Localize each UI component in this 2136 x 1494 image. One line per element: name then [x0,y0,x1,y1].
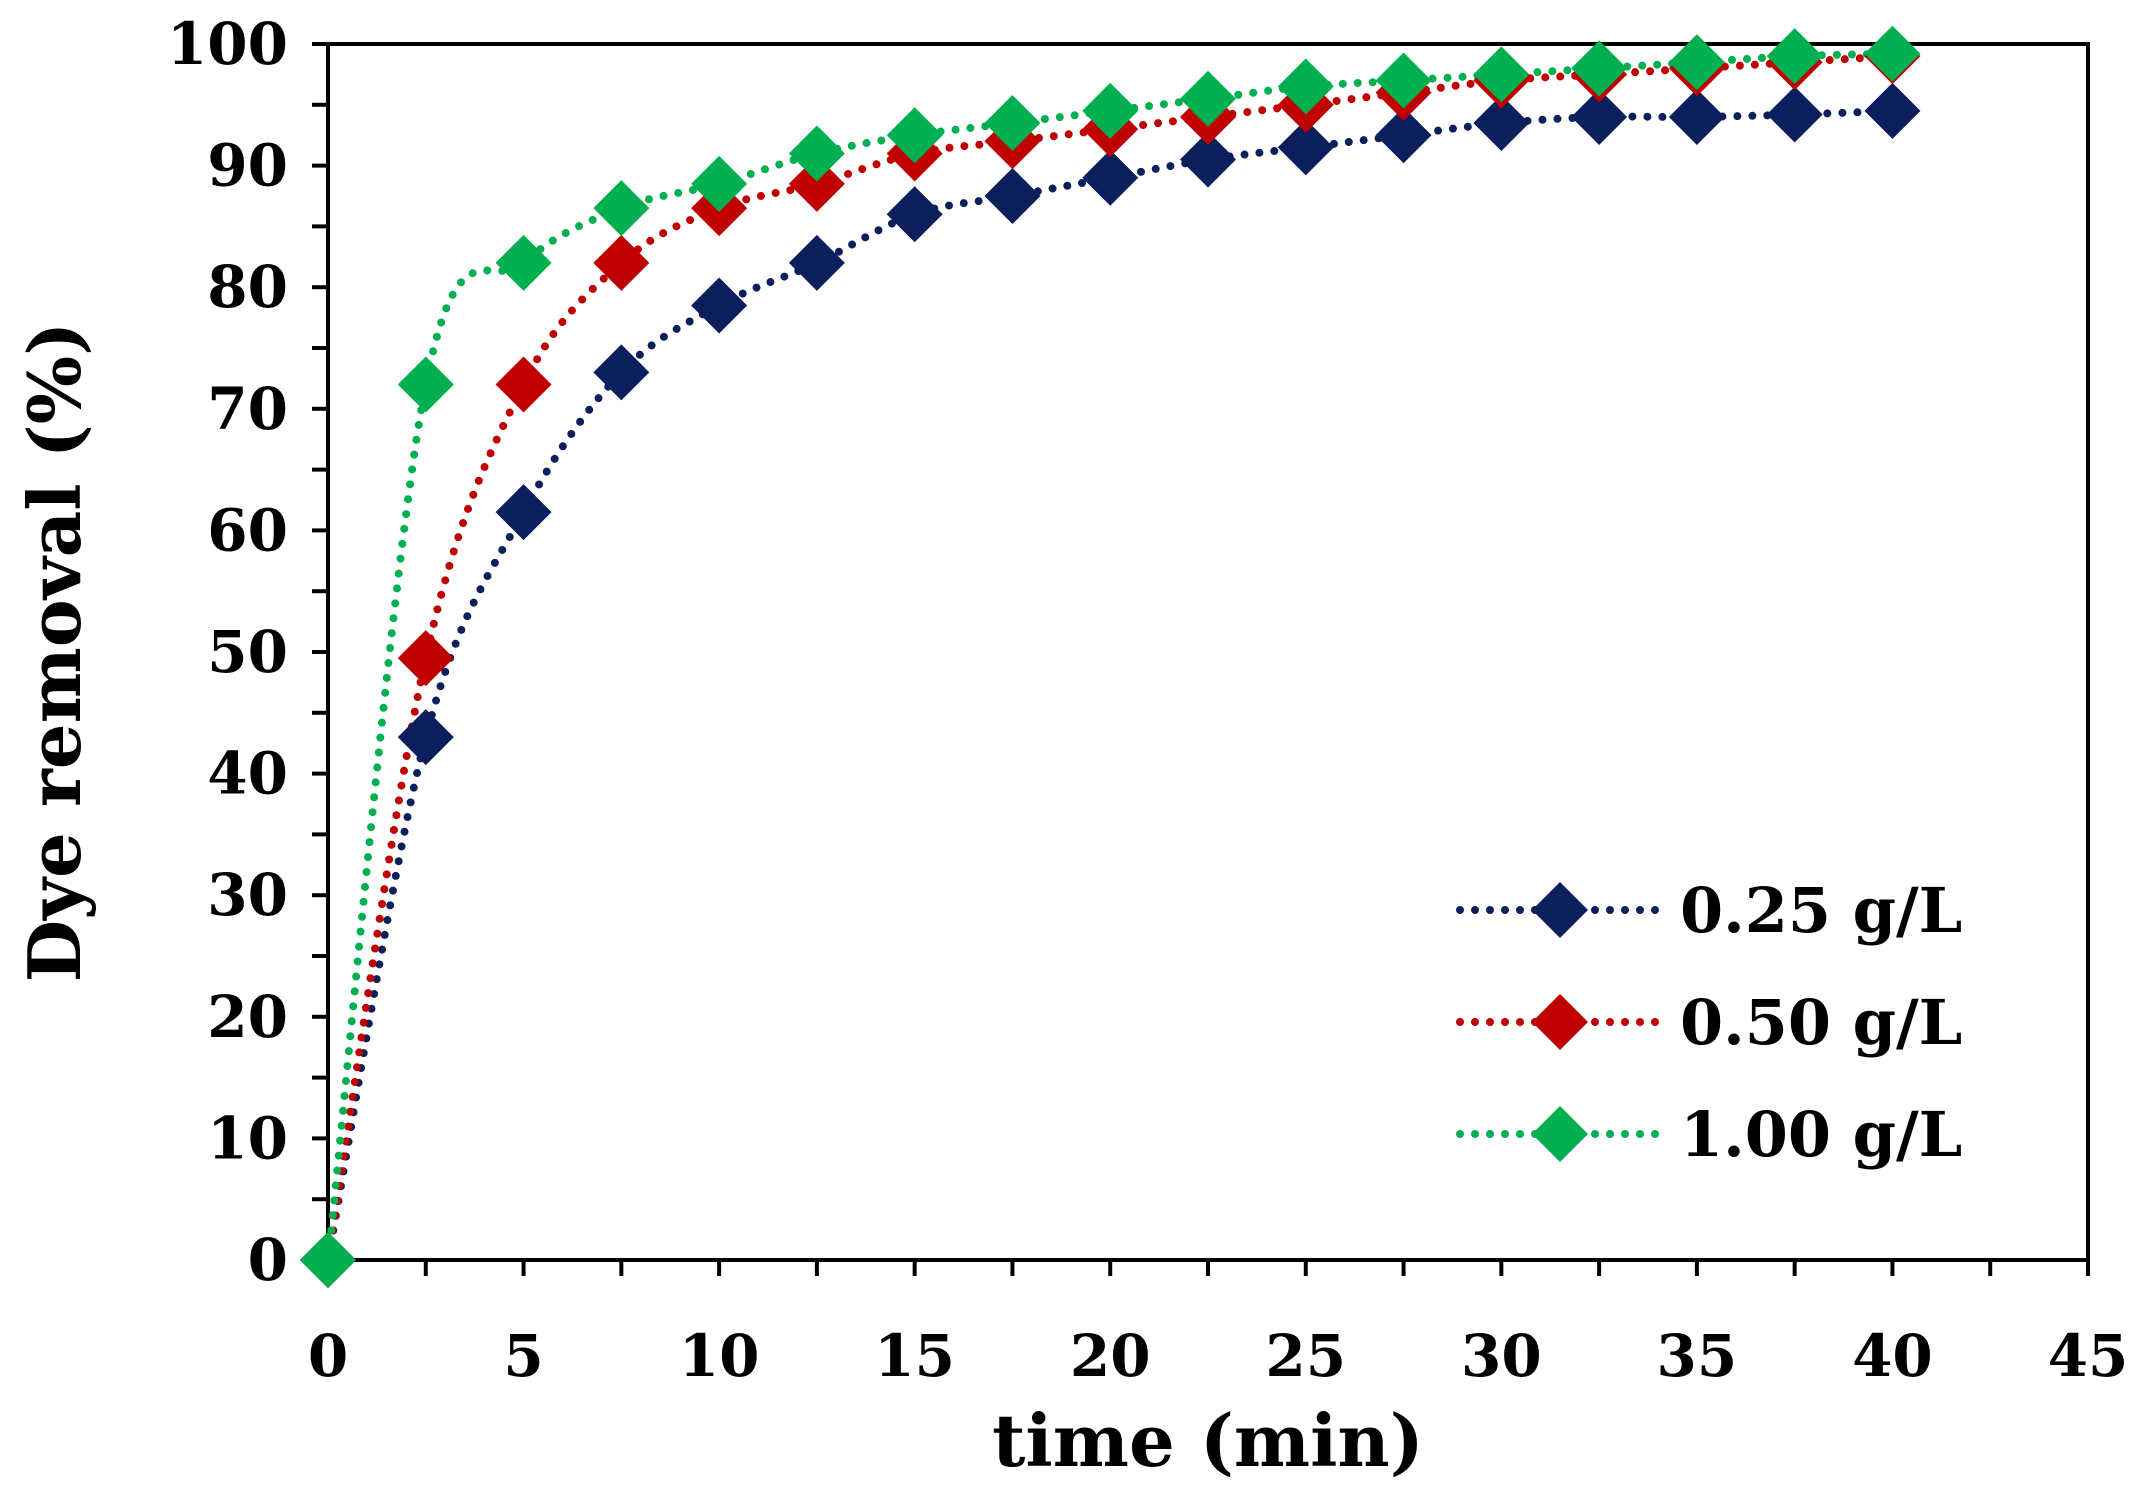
series-3-point [495,234,552,291]
legend-marker-3 [1532,1106,1588,1162]
series-1-point [1571,88,1628,145]
x-axis-title: time (min) [992,1398,1424,1483]
y-tick-label: 50 [207,618,288,686]
series-1-point [1864,82,1921,139]
series-1-point [593,344,650,401]
series-3-point [1180,70,1236,127]
series-layer [300,25,1921,1288]
legend-marker-2 [1532,994,1588,1050]
series-1-point [397,709,454,766]
series-3-point [1375,52,1432,109]
x-axis-ticks: 0 5 10 15 20 25 30 35 40 45 [308,1260,2129,1390]
x-tick-label: 0 [308,1322,348,1390]
series-2-point [788,155,845,212]
legend-label-2: 0.50 g/L [1680,986,1962,1059]
plot-area [326,42,2090,1262]
legend-marker-1 [1532,882,1588,938]
y-tick-label: 70 [207,375,288,443]
x-tick-label: 15 [874,1322,955,1390]
y-tick-label: 0 [248,1226,288,1294]
y-axis-ticks: 0 10 20 30 40 50 60 70 80 90 100 [167,10,328,1294]
series-1-point [1473,95,1530,152]
x-tick-label: 40 [1852,1322,1933,1390]
y-tick-label: 80 [207,253,288,321]
x-tick-label: 10 [679,1322,760,1390]
series-2-point [495,356,552,413]
y-tick-label: 100 [167,10,288,78]
series-3-point [886,107,943,164]
series-3-point [1864,25,1921,82]
series-3-point [593,180,650,237]
y-tick-label: 10 [207,1104,288,1172]
series-1-point [1668,88,1725,145]
series-3-point [1668,34,1725,91]
x-tick-label: 25 [1265,1322,1346,1390]
series-2-point [593,234,650,291]
legend-label-1: 0.25 g/L [1680,874,1962,947]
x-tick-label: 30 [1461,1322,1542,1390]
series-3-point [788,125,845,182]
y-tick-label: 90 [207,132,288,200]
series-2-point [397,630,454,687]
series-3-point [397,356,454,413]
series-3-point [1277,58,1334,115]
x-tick-label: 5 [503,1322,543,1390]
series-3-point [300,1232,356,1288]
series-1-point [1082,149,1139,206]
legend-label-3: 1.00 g/L [1680,1098,1962,1171]
y-tick-label: 40 [207,740,288,808]
series-3-point [1766,28,1823,85]
y-tick-label: 60 [207,496,288,564]
x-tick-label: 20 [1070,1322,1151,1390]
series-1-point [984,168,1041,224]
series-1-point [495,484,552,541]
series-1-point [886,186,943,243]
series-1-point [1375,107,1432,164]
series-3-point [1473,46,1530,103]
legend: 0.25 g/L 0.50 g/L 1.00 g/L [1456,874,1962,1171]
series-1-point [1766,86,1823,143]
x-tick-label: 45 [2048,1322,2129,1390]
series-3-point [691,155,748,212]
y-tick-label: 20 [207,983,288,1051]
series-1-point [788,234,845,291]
y-tick-label: 30 [207,861,288,929]
x-tick-label: 35 [1657,1322,1738,1390]
series-1-point [691,277,748,334]
series-1-point [1180,131,1236,188]
series-1-point [1277,119,1334,176]
series-3-point [984,95,1041,152]
series-3-point [1082,82,1139,139]
y-axis-title: Dye removal (%) [12,322,97,983]
series-3-point [1571,40,1628,97]
